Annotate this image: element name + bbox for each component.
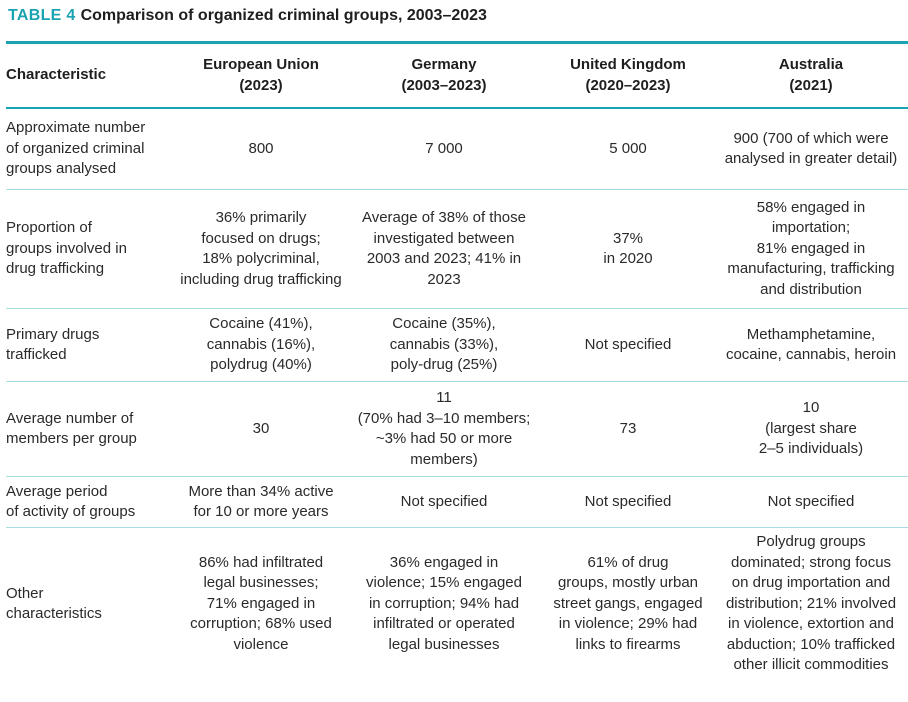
cell-germany: Average of 38% of those investigated bet…: [346, 189, 542, 309]
cell-germany: Not specified: [346, 476, 542, 528]
row-label: Other characteristics: [6, 584, 102, 623]
header-european-union: European Union (2023): [176, 42, 346, 109]
comparison-table: Characteristic European Union (2023) Ger…: [6, 41, 908, 680]
header-australia: Australia (2021): [714, 42, 908, 109]
cell-germany: Cocaine (35%), cannabis (33%), poly-drug…: [346, 308, 542, 382]
header-germany: Germany (2003–2023): [346, 42, 542, 109]
table-row: Proportion of groups involved in drug tr…: [6, 189, 908, 309]
table-row: Other characteristics 86% had infiltrate…: [6, 528, 908, 681]
cell-uk: 73: [542, 381, 714, 477]
header-united-kingdom: United Kingdom (2020–2023): [542, 42, 714, 109]
cell-eu: 30: [176, 381, 346, 477]
cell-germany: 11 (70% had 3–10 members; ~3% had 50 or …: [346, 381, 542, 477]
cell-eu: Cocaine (41%), cannabis (16%), polydrug …: [176, 308, 346, 382]
table-title: TABLE 4 Comparison of organized criminal …: [8, 5, 487, 27]
cell-australia: 10 (largest share 2–5 individuals): [714, 381, 908, 477]
cell-eu: 36% primarily focused on drugs; 18% poly…: [176, 189, 346, 309]
cell-uk: 5 000: [542, 108, 714, 190]
cell-uk: Not specified: [542, 476, 714, 528]
row-label: Approximate number of organized criminal…: [6, 108, 176, 190]
header-row: Characteristic European Union (2023) Ger…: [6, 42, 908, 109]
table-caption: Comparison of organized criminal groups,…: [80, 7, 487, 24]
row-label: Primary drugs trafficked: [6, 308, 176, 382]
cell-eu: More than 34% active for 10 or more year…: [176, 476, 346, 528]
table-number: TABLE 4: [8, 7, 76, 24]
cell-australia: Polydrug groups dominated; strong focus …: [725, 533, 897, 674]
cell-eu: 800: [176, 108, 346, 190]
cell-australia: 58% engaged in importation; 81% engaged …: [714, 189, 908, 309]
table-row: Average period of activity of groups Mor…: [6, 476, 908, 528]
header-characteristic: Characteristic: [6, 42, 176, 109]
cell-australia: Methamphetamine, cocaine, cannabis, hero…: [714, 308, 908, 382]
cell-uk: 61% of drug groups, mostly urban street …: [553, 553, 703, 653]
table-row: Approximate number of organized criminal…: [6, 108, 908, 190]
cell-uk: 37% in 2020: [542, 189, 714, 309]
table-row: Average number of members per group 30 1…: [6, 381, 908, 477]
row-label: Proportion of groups involved in drug tr…: [6, 189, 176, 309]
cell-australia: 900 (700 of which were analysed in great…: [714, 108, 908, 190]
row-label: Average period of activity of groups: [6, 476, 176, 528]
cell-germany: 36% engaged in violence; 15% engaged in …: [366, 553, 522, 653]
row-label: Average number of members per group: [6, 381, 176, 477]
cell-uk: Not specified: [542, 308, 714, 382]
table-row: Primary drugs trafficked Cocaine (41%), …: [6, 308, 908, 382]
cell-australia: Not specified: [714, 476, 908, 528]
cell-eu: 86% had infiltrated legal businesses; 71…: [190, 553, 332, 653]
comparison-table-container: Characteristic European Union (2023) Ger…: [6, 41, 908, 680]
cell-germany: 7 000: [346, 108, 542, 190]
